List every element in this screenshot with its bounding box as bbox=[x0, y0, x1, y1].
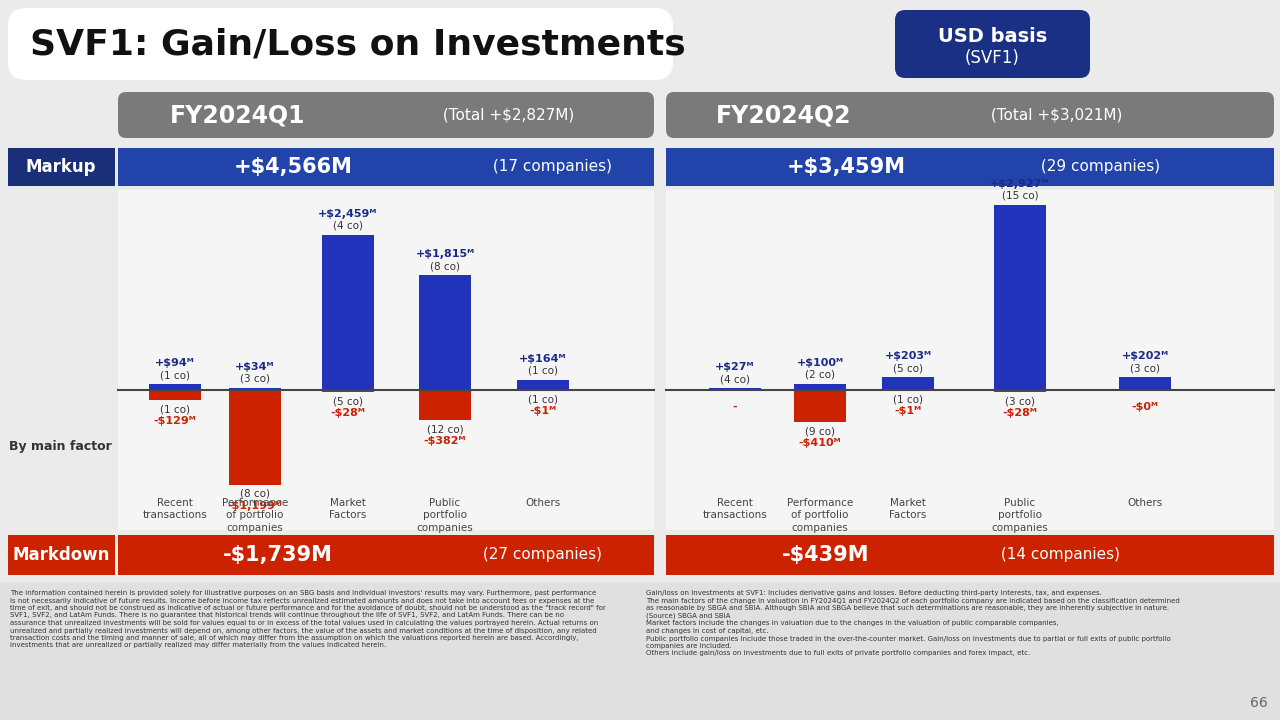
Bar bbox=[118, 148, 654, 186]
Text: Markup: Markup bbox=[26, 158, 96, 176]
Text: -$129ᴹ: -$129ᴹ bbox=[154, 416, 196, 426]
Bar bbox=[666, 190, 1274, 530]
FancyBboxPatch shape bbox=[895, 10, 1091, 78]
Text: +$164ᴹ: +$164ᴹ bbox=[520, 354, 567, 364]
Text: +$4,566M: +$4,566M bbox=[233, 157, 352, 177]
Text: FY2024Q1: FY2024Q1 bbox=[170, 103, 306, 127]
Bar bbox=[666, 535, 1274, 575]
Text: (14 companies): (14 companies) bbox=[996, 547, 1120, 562]
Text: +$3,459M: +$3,459M bbox=[786, 157, 905, 177]
Text: (1 co): (1 co) bbox=[160, 370, 189, 380]
Bar bbox=[323, 390, 374, 392]
Bar bbox=[323, 235, 374, 390]
Text: Recent
transactions: Recent transactions bbox=[703, 498, 768, 521]
Text: (3 co): (3 co) bbox=[1005, 396, 1036, 406]
Bar bbox=[118, 190, 654, 530]
Text: (Total +$3,021M): (Total +$3,021M) bbox=[986, 107, 1123, 122]
Bar bbox=[0, 582, 1280, 720]
Text: -$1ᴹ: -$1ᴹ bbox=[530, 406, 557, 416]
Bar bbox=[794, 390, 846, 423]
FancyBboxPatch shape bbox=[118, 92, 654, 138]
Text: Recent
transactions: Recent transactions bbox=[142, 498, 207, 521]
Text: -$28ᴹ: -$28ᴹ bbox=[330, 408, 365, 418]
Text: -$1,199ᴹ: -$1,199ᴹ bbox=[228, 501, 283, 511]
Bar bbox=[517, 379, 570, 390]
Text: +$100ᴹ: +$100ᴹ bbox=[796, 358, 844, 368]
Text: -$28ᴹ: -$28ᴹ bbox=[1002, 408, 1037, 418]
FancyBboxPatch shape bbox=[666, 92, 1274, 138]
Text: Markdown: Markdown bbox=[13, 546, 110, 564]
Text: USD basis: USD basis bbox=[938, 27, 1047, 45]
Text: +$2,459ᴹ: +$2,459ᴹ bbox=[319, 209, 378, 219]
Bar bbox=[882, 377, 934, 390]
Text: (12 co): (12 co) bbox=[426, 424, 463, 434]
Text: (2 co): (2 co) bbox=[805, 369, 835, 379]
Bar bbox=[709, 388, 762, 390]
Bar bbox=[419, 390, 471, 420]
Text: (5 co): (5 co) bbox=[893, 363, 923, 373]
Text: -: - bbox=[732, 402, 737, 412]
Bar bbox=[995, 390, 1046, 392]
Bar bbox=[995, 205, 1046, 390]
Text: +$27ᴹ: +$27ᴹ bbox=[716, 362, 755, 372]
Text: -$1,739M: -$1,739M bbox=[223, 545, 333, 565]
Text: (8 co): (8 co) bbox=[430, 261, 460, 271]
Text: -$439M: -$439M bbox=[782, 545, 869, 565]
Bar bbox=[118, 535, 654, 575]
Text: (3 co): (3 co) bbox=[241, 374, 270, 384]
Text: Gain/loss on Investments at SVF1: Includes derivative gains and losses. Before d: Gain/loss on Investments at SVF1: Includ… bbox=[646, 590, 1180, 657]
Text: (17 companies): (17 companies) bbox=[488, 160, 612, 174]
Bar bbox=[666, 148, 1274, 186]
Text: Market
Factors: Market Factors bbox=[890, 498, 927, 521]
Text: (1 co): (1 co) bbox=[160, 404, 189, 414]
Text: -$1ᴹ: -$1ᴹ bbox=[895, 406, 922, 416]
Text: (9 co): (9 co) bbox=[805, 426, 835, 436]
Text: (3 co): (3 co) bbox=[1130, 363, 1160, 373]
Text: (1 co): (1 co) bbox=[529, 394, 558, 404]
Bar bbox=[229, 388, 282, 390]
Text: -$0ᴹ: -$0ᴹ bbox=[1132, 402, 1158, 412]
FancyBboxPatch shape bbox=[8, 8, 673, 80]
Text: (Total +$2,827M): (Total +$2,827M) bbox=[438, 107, 575, 122]
Text: The information contained herein is provided solely for illustrative purposes on: The information contained herein is prov… bbox=[10, 590, 605, 649]
Text: +$34ᴹ: +$34ᴹ bbox=[236, 362, 275, 372]
Bar bbox=[419, 275, 471, 390]
Text: Performance
of portfolio
companies: Performance of portfolio companies bbox=[221, 498, 288, 533]
Text: FY2024Q2: FY2024Q2 bbox=[717, 103, 851, 127]
Text: (4 co): (4 co) bbox=[719, 374, 750, 384]
Text: By main factor: By main factor bbox=[9, 440, 111, 453]
Text: (29 companies): (29 companies) bbox=[1036, 160, 1160, 174]
Bar bbox=[8, 535, 115, 575]
Text: (27 companies): (27 companies) bbox=[477, 547, 602, 562]
Text: (4 co): (4 co) bbox=[333, 220, 364, 230]
Text: +$203ᴹ: +$203ᴹ bbox=[884, 351, 932, 361]
Bar bbox=[8, 148, 115, 186]
Text: (15 co): (15 co) bbox=[1002, 191, 1038, 201]
Text: Public
portfolio
companies: Public portfolio companies bbox=[992, 498, 1048, 533]
Bar bbox=[229, 390, 282, 485]
Bar bbox=[148, 384, 201, 390]
Text: -$410ᴹ: -$410ᴹ bbox=[799, 438, 841, 449]
Text: (1 co): (1 co) bbox=[529, 366, 558, 376]
Text: +$2,927ᴹ: +$2,927ᴹ bbox=[991, 179, 1050, 189]
Text: Others: Others bbox=[1128, 498, 1162, 508]
Bar bbox=[1119, 377, 1171, 390]
Text: Public
portfolio
companies: Public portfolio companies bbox=[416, 498, 474, 533]
Text: Performance
of portfolio
companies: Performance of portfolio companies bbox=[787, 498, 854, 533]
Text: (5 co): (5 co) bbox=[333, 396, 364, 406]
Text: Market
Factors: Market Factors bbox=[329, 498, 366, 521]
Text: 66: 66 bbox=[1251, 696, 1268, 710]
Bar bbox=[148, 390, 201, 400]
Text: +$202ᴹ: +$202ᴹ bbox=[1121, 351, 1169, 361]
Text: +$1,815ᴹ: +$1,815ᴹ bbox=[416, 249, 475, 259]
Text: (SVF1): (SVF1) bbox=[965, 49, 1020, 67]
Text: Others: Others bbox=[525, 498, 561, 508]
Text: SVF1: Gain/Loss on Investments: SVF1: Gain/Loss on Investments bbox=[29, 28, 686, 62]
Text: (1 co): (1 co) bbox=[893, 394, 923, 404]
Bar bbox=[794, 384, 846, 390]
Text: -$382ᴹ: -$382ᴹ bbox=[424, 436, 466, 446]
Text: (8 co): (8 co) bbox=[241, 489, 270, 499]
Text: +$94ᴹ: +$94ᴹ bbox=[155, 358, 195, 368]
